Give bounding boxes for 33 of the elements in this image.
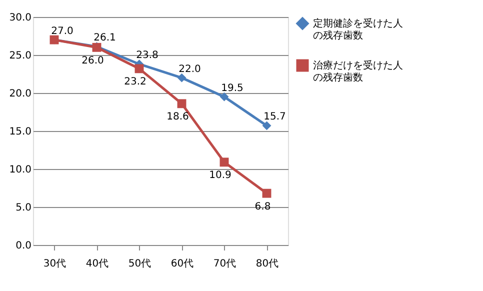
point	[262, 121, 272, 130]
y-tick-label: 20.0	[9, 88, 32, 100]
data-label: 22.0	[178, 64, 201, 75]
y-tick-label: 0.0	[16, 240, 32, 252]
data-label: 26.0	[82, 55, 104, 66]
point	[220, 158, 229, 167]
point	[262, 188, 272, 198]
y-tick-label: 10.0	[9, 164, 32, 176]
data-label: 27.0	[51, 26, 74, 37]
y-tick-label: 25.0	[9, 50, 32, 62]
legend-label: 定期健診を受けた人の残存歯数	[313, 18, 403, 42]
data-label: 10.9	[209, 170, 232, 182]
data-label: 19.5	[221, 82, 244, 94]
y-tick-label: 15.0	[9, 126, 32, 138]
legend-label: 治療だけを受けた人の残存歯数	[313, 60, 403, 84]
data-label: 18.6	[166, 112, 189, 123]
data-label: 26.1	[94, 32, 116, 44]
y-tick-label: 5.0	[16, 202, 32, 214]
data-label: 23.2	[124, 76, 146, 88]
x-tick-label: 80代	[256, 258, 279, 270]
data-label: 15.7	[264, 112, 286, 123]
data-label: 23.8	[136, 50, 158, 62]
x-tick-label: 60代	[170, 258, 194, 270]
x-tick-label: 50代	[128, 258, 152, 270]
point	[134, 64, 144, 74]
point	[177, 73, 186, 82]
point	[177, 99, 186, 108]
x-tick-label: 30代	[43, 258, 66, 270]
x-tick-label: 40代	[86, 258, 109, 270]
data-label: 6.8	[254, 201, 271, 212]
point	[220, 92, 229, 102]
y-tick-label: 30.0	[9, 12, 32, 24]
x-tick-label: 70代	[213, 258, 236, 270]
